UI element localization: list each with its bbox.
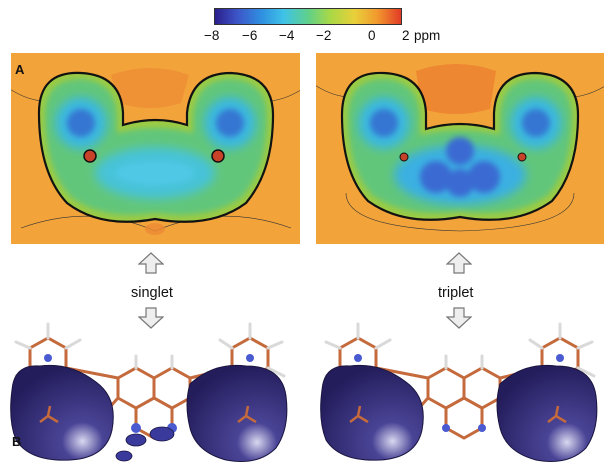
arrow-up-icon <box>446 252 472 274</box>
colorbar-tick: −2 <box>316 28 332 43</box>
colorbar-unit: ppm <box>414 28 441 43</box>
panel-label-a: A <box>15 62 25 77</box>
colorbar-tick: −4 <box>279 28 295 43</box>
arrow-down-icon <box>138 307 164 329</box>
molecule-surface-singlet: B <box>0 300 300 468</box>
panel-label-b: B <box>12 434 22 449</box>
molecule-surface-singlet-svg <box>10 322 288 462</box>
nics-map-singlet: A <box>11 53 300 244</box>
state-label-singlet: singlet <box>131 285 173 301</box>
molecule-surface-triplet <box>308 300 611 468</box>
nics-map-triplet-svg <box>316 53 604 244</box>
arrow-up-icon <box>138 252 164 274</box>
colorbar-tick: 2 <box>402 28 410 43</box>
state-label-triplet: triplet <box>438 285 474 301</box>
nics-map-singlet-svg <box>11 53 300 244</box>
colorbar: −8 −6 −4 −2 0 2 ppm <box>190 4 440 48</box>
arrow-down-icon <box>446 307 472 329</box>
colorbar-gradient <box>214 8 402 25</box>
colorbar-tick: −6 <box>242 28 258 43</box>
colorbar-tick: −8 <box>204 28 220 43</box>
nics-map-triplet <box>316 53 604 244</box>
molecule-surface-triplet-svg <box>320 322 598 462</box>
colorbar-tick: 0 <box>368 28 376 43</box>
